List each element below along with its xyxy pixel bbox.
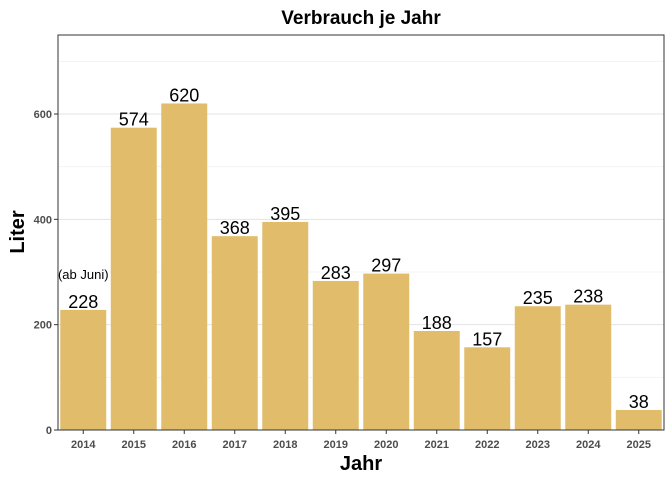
- bar-2017: [211, 236, 258, 430]
- bar-2024: [565, 304, 612, 430]
- bars: [60, 103, 662, 431]
- x-tick-label: 2025: [627, 439, 651, 451]
- plot-frame: [57, 34, 665, 431]
- x-tick-label: 2020: [374, 439, 398, 451]
- data-label-2019: 283: [321, 263, 351, 283]
- x-axis-title: Jahr: [340, 453, 382, 475]
- x-tick-label: 2022: [475, 439, 499, 451]
- bar-2021: [413, 330, 460, 430]
- y-tick-label: 200: [34, 320, 52, 332]
- data-label-2017: 368: [220, 218, 250, 238]
- data-labels: 228 574 620 368 395 283 297 188 157 235 238 38 (ab J…: [58, 85, 649, 412]
- bar-2015: [110, 127, 157, 431]
- y-axis: 0 200 400 600: [34, 109, 58, 437]
- x-tick-label: 2017: [223, 439, 247, 451]
- annotation-2014: (ab Juni): [58, 267, 109, 282]
- x-tick-label: 2014: [71, 439, 96, 451]
- data-label-2015: 574: [119, 110, 149, 130]
- data-label-2014: 228: [68, 292, 98, 312]
- bar-2018: [262, 221, 309, 430]
- bar-2025: [615, 409, 662, 430]
- x-tick-label: 2024: [576, 439, 601, 451]
- bar-2019: [312, 280, 359, 430]
- data-label-2018: 395: [270, 204, 300, 224]
- data-label-2016: 620: [169, 85, 199, 105]
- data-label-2022: 157: [472, 329, 502, 349]
- x-tick-label: 2023: [526, 439, 550, 451]
- chart-title: Verbrauch je Jahr: [281, 8, 441, 29]
- data-label-2024: 238: [573, 287, 603, 307]
- x-tick-label: 2016: [172, 439, 196, 451]
- bar-2023: [514, 306, 561, 430]
- data-label-2020: 297: [371, 256, 401, 276]
- y-axis-title: Liter: [7, 210, 29, 254]
- x-tick-label: 2018: [273, 439, 297, 451]
- bar-2020: [363, 273, 410, 430]
- bar-2022: [464, 347, 511, 430]
- y-tick-label: 600: [34, 109, 52, 121]
- y-tick-label: 0: [46, 425, 52, 437]
- x-tick-label: 2015: [122, 439, 146, 451]
- bar-2014: [60, 309, 107, 430]
- data-label-2023: 235: [523, 288, 553, 308]
- bar-2016: [161, 103, 208, 430]
- data-label-2021: 188: [422, 313, 452, 333]
- x-tick-label: 2019: [324, 439, 348, 451]
- data-label-2025: 38: [629, 392, 649, 412]
- x-tick-label: 2021: [425, 439, 449, 451]
- y-tick-label: 400: [34, 214, 52, 226]
- x-axis: 2014 2015 2016 2017 2018 2019 2020 2021 2022 2023…: [71, 430, 651, 451]
